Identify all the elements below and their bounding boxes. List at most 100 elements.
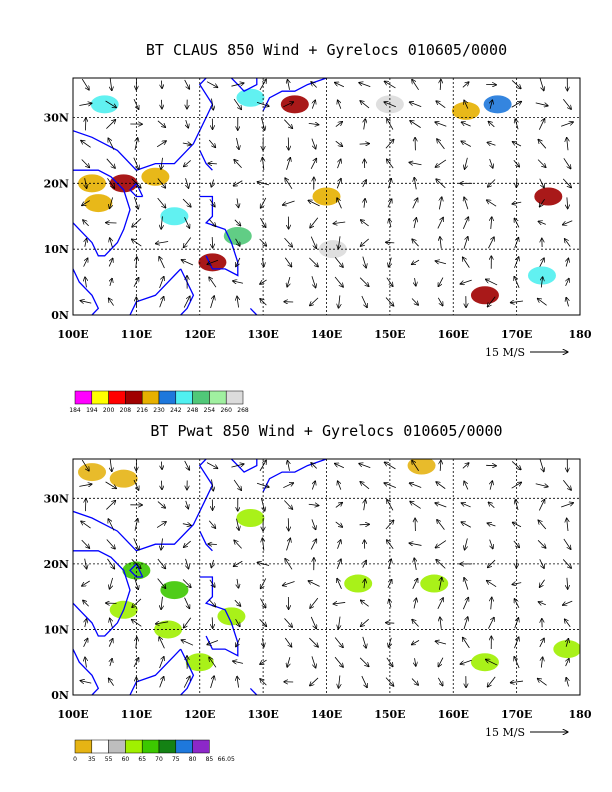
wind-vector (310, 217, 319, 228)
wind-vector (183, 540, 191, 547)
wind-vector (491, 217, 492, 229)
wind-vector (410, 501, 421, 509)
wind-vector (360, 220, 369, 227)
wind-vector (309, 637, 318, 647)
wind-vector (464, 577, 469, 590)
wind-vector (387, 119, 394, 130)
wind-vector (437, 598, 443, 609)
wind-vector (108, 138, 115, 150)
wind-vector (234, 599, 241, 606)
wind-vector (566, 677, 568, 687)
wind-vector (234, 540, 242, 549)
colorbar-swatch (225, 390, 244, 405)
colorbar-label: 85 (206, 756, 214, 763)
wind-vector (487, 559, 496, 568)
wind-vector (157, 501, 166, 509)
wind-vector (567, 197, 568, 208)
wind-vector (563, 538, 571, 550)
wind-vector (211, 98, 213, 111)
wind-vector (487, 142, 496, 145)
wind-vector (338, 675, 339, 689)
wind-vector (182, 198, 191, 207)
wind-vector (231, 83, 244, 87)
coastline-11 (249, 307, 258, 315)
shaded-cell-6 (185, 653, 214, 672)
shaded-cell-14 (470, 286, 499, 305)
wind-vector (108, 258, 113, 267)
wind-vector (155, 622, 169, 624)
wind-vector (133, 99, 139, 109)
wind-vector (338, 159, 341, 169)
colorbar-swatch (74, 739, 93, 754)
y-tick-label: 30N (44, 112, 69, 125)
wind-vector (487, 296, 496, 307)
wind-vector (567, 518, 568, 532)
wind-vector (108, 638, 113, 647)
shaded-cell-7 (217, 607, 246, 626)
shaded-cell-15 (534, 187, 563, 206)
wind-vector (386, 623, 395, 624)
colorbar-1: 184 194 200 208 216 230 242 248 254 260 268 (69, 390, 249, 414)
panel-2: BT Pwat 850 Wind + Gyrelocs 010605/0000 1… (44, 422, 592, 739)
wind-vector (460, 279, 472, 284)
colorbar-2: 0 35 55 60 65 70 75 80 85 66.05 (73, 739, 235, 763)
wind-vector (110, 658, 112, 667)
wind-vector (231, 464, 244, 468)
wind-vector (106, 158, 115, 169)
wind-vector (110, 78, 112, 90)
wind-vector (259, 79, 266, 91)
wind-vector (208, 218, 216, 227)
x-tick-label: 170E (501, 708, 532, 721)
shaded-cell-16 (527, 266, 556, 285)
wind-vector (360, 618, 369, 626)
wind-vector (110, 238, 113, 248)
wind-vector (566, 297, 568, 307)
colorbar-label: 60 (122, 756, 130, 763)
wind-vector (412, 619, 419, 627)
coastline-11 (249, 687, 258, 695)
wind-vector (236, 257, 241, 267)
wind-vector (208, 139, 215, 148)
wind-vector (436, 482, 446, 489)
colorbar-label: 200 (103, 407, 115, 414)
colorbar-label: 208 (120, 407, 132, 414)
colorbar-label: 230 (153, 407, 165, 414)
colorbar-swatch (141, 739, 160, 754)
shaded-cell-5 (141, 167, 170, 186)
wind-vector (412, 198, 418, 209)
wind-vector (85, 277, 86, 288)
x-tick-label: 160E (438, 328, 469, 341)
x-tick-label: 120E (184, 328, 215, 341)
wind-vector (234, 159, 242, 168)
wind-vector (184, 79, 190, 89)
colorbar-swatch (108, 739, 126, 754)
wind-vector (155, 242, 169, 244)
wind-vector (411, 640, 420, 644)
wind-vector (182, 524, 191, 526)
wind-vector (186, 558, 189, 569)
coastline-9 (230, 459, 258, 473)
wind-vector (435, 503, 447, 508)
colorbar-swatch (91, 390, 109, 405)
wind-vector (488, 502, 495, 508)
wind-vector (161, 596, 162, 610)
wind-vector (410, 121, 421, 128)
wind-vector (337, 578, 342, 589)
shaded-cell-4 (84, 194, 113, 213)
x-tick-label: 100E (57, 328, 88, 341)
wind-vector (539, 199, 545, 207)
wind-vector (359, 83, 371, 88)
wind-vector (82, 580, 90, 586)
colorbar-swatch (192, 739, 210, 754)
wind-vector (309, 257, 318, 267)
wind-vector (360, 101, 370, 109)
wind-vector (81, 459, 89, 471)
wind-vector (108, 298, 114, 306)
wind-vector (184, 597, 190, 609)
wind-vector (308, 581, 320, 587)
colorbar-label: 242 (170, 407, 182, 414)
wind-vector (156, 522, 166, 528)
wind-vector (440, 237, 441, 249)
wind-vector (338, 616, 340, 630)
wind-vector (514, 637, 518, 649)
